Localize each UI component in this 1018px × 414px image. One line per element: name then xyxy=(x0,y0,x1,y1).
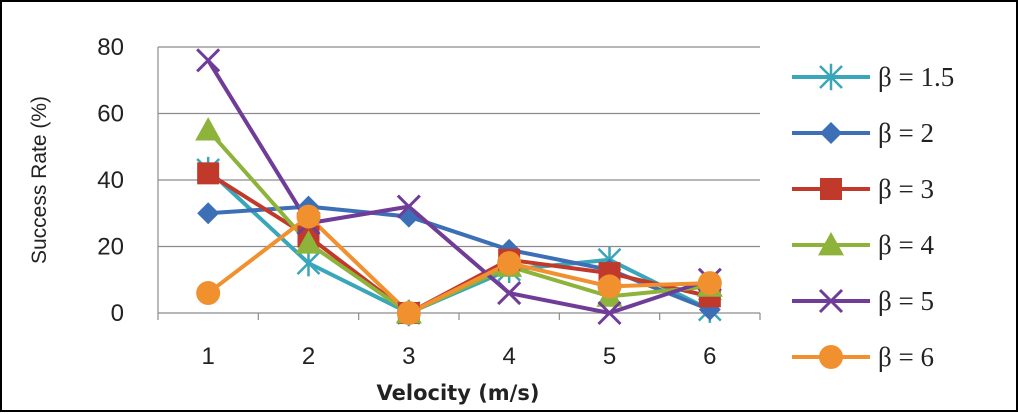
data-point xyxy=(697,271,722,296)
legend-marker xyxy=(820,122,842,144)
x-tick-label: 5 xyxy=(603,343,616,370)
data-point xyxy=(597,300,622,326)
x-tick-label: 3 xyxy=(402,343,415,370)
legend-marker xyxy=(818,232,844,256)
legend-marker xyxy=(820,178,842,200)
legend-marker xyxy=(819,63,843,91)
legend-label: β = 6 xyxy=(878,342,934,372)
x-axis-title: Velocity (m/s) xyxy=(377,381,540,405)
legend-marker xyxy=(818,288,844,314)
data-point xyxy=(597,274,622,299)
data-point xyxy=(197,202,220,225)
y-tick-label: 20 xyxy=(97,234,124,261)
x-tick-label: 1 xyxy=(201,343,214,370)
legend-label: β = 4 xyxy=(878,230,934,260)
series-line xyxy=(206,59,711,315)
data-point xyxy=(196,48,221,73)
x-tick-label: 2 xyxy=(302,343,315,370)
data-point xyxy=(295,230,322,254)
series-lines xyxy=(206,59,711,315)
series-markers xyxy=(195,48,723,327)
data-point xyxy=(497,251,522,276)
data-point xyxy=(296,249,321,277)
x-tick-labels: 1 2 3 4 5 6 xyxy=(201,343,716,370)
legend-label: β = 1.5 xyxy=(878,62,954,92)
data-point xyxy=(197,162,220,185)
x-tick-label: 6 xyxy=(703,343,716,370)
legend-marker xyxy=(819,345,843,369)
y-axis-title: Success Rate (%) xyxy=(28,96,51,264)
data-point xyxy=(296,204,321,229)
gridlines xyxy=(158,46,760,248)
y-tick-label: 60 xyxy=(97,101,124,128)
legend: β = 1.5 β = 2 β = 3 β = 4 β = 5 β = 6 xyxy=(792,62,954,372)
data-point xyxy=(396,194,421,219)
legend-label: β = 5 xyxy=(878,286,934,316)
series-line xyxy=(206,214,710,315)
y-tick-label: 40 xyxy=(97,167,124,194)
data-point xyxy=(195,117,222,141)
y-tick-labels: 0 20 40 60 80 xyxy=(97,34,124,327)
data-point xyxy=(196,281,221,306)
axes xyxy=(157,47,761,320)
x-tick-label: 4 xyxy=(502,343,515,370)
y-tick-label: 80 xyxy=(97,34,124,61)
data-point xyxy=(396,301,421,325)
y-tick-label: 0 xyxy=(111,300,124,327)
legend-label: β = 2 xyxy=(878,118,934,148)
data-point xyxy=(497,280,522,306)
legend-label: β = 3 xyxy=(878,174,934,204)
